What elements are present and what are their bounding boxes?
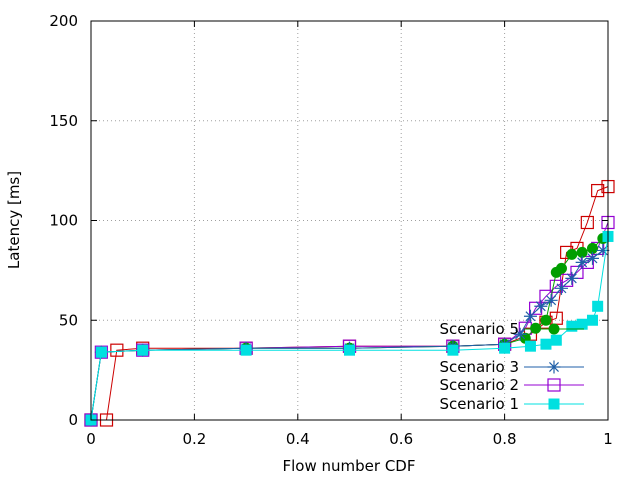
y-tick-label: 50 [59,311,78,329]
data-point [596,243,610,257]
x-tick-label: 0.8 [493,430,517,448]
data-point [447,344,459,356]
data-point [585,251,599,265]
legend-swatch-marker [547,360,561,374]
series-line [91,186,609,421]
legend-label: Scenario 2 [439,376,519,394]
data-point [550,334,562,346]
plot-area [84,179,615,427]
data-point [95,346,107,358]
data-point [586,314,598,326]
data-point [554,281,568,295]
x-tick-label: 0.2 [182,430,206,448]
data-point [591,183,605,198]
legend-swatch-marker [547,378,561,392]
legend-label: Scenario 1 [439,395,519,413]
legend-label: Scenario 3 [439,358,519,376]
data-point [240,344,252,356]
data-point [580,215,594,230]
axis-ticks [90,20,609,421]
data-point [499,342,511,354]
x-axis-title: Flow number CDF [283,457,416,475]
data-point [540,314,552,326]
y-tick-label: 200 [49,12,78,30]
data-point [529,301,543,315]
data-point [544,293,558,307]
data-point [530,322,542,334]
series-line [90,250,604,421]
data-point [566,320,578,332]
data-point [344,344,355,356]
data-point [540,338,552,350]
series-5 [84,179,615,427]
legend-item: Scenario 5 [439,320,584,338]
legend-label: Scenario 5 [439,320,519,338]
data-point [523,309,537,323]
data-point [576,318,588,330]
data-point [565,271,579,285]
data-point [592,300,604,312]
data-point [566,248,578,260]
grid [91,21,608,420]
data-point [513,327,527,341]
legend-item: Scenario 2 [439,376,584,394]
legend-item: Scenario 1 [439,395,584,413]
data-point [555,262,567,274]
y-tick-label: 0 [68,411,78,429]
plot-frame [90,20,609,421]
data-point [110,343,124,357]
data-point [575,255,589,269]
data-point [539,289,553,303]
series-4 [85,230,614,426]
data-point [534,299,548,313]
tick-labels: 0 0.2 0.4 0.6 0.8 1 0 50 100 150 200 [49,12,612,448]
legend-swatch-marker [548,323,560,335]
data-point [560,273,574,287]
legend-item: Scenario 3 [439,358,584,376]
x-tick-label: 0.4 [286,430,310,448]
y-axis-title: Latency [ms] [5,171,23,269]
data-point [586,242,598,254]
data-point [576,246,588,258]
x-tick-label: 1 [603,430,613,448]
y-tick-label: 150 [49,112,78,130]
data-point [524,340,536,352]
series-3 [84,215,615,427]
data-point [137,344,149,356]
y-tick-label: 100 [49,212,78,230]
x-tick-label: 0 [86,430,96,448]
legend-swatch-marker [548,398,560,410]
x-tick-label: 0.6 [389,430,413,448]
series-2 [84,243,610,427]
